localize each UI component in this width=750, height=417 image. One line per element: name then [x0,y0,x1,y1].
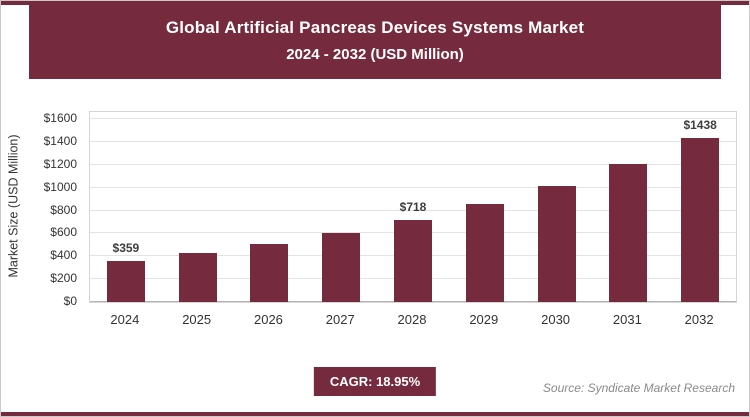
bar-value-label: $718 [399,199,427,214]
bar-2032 [681,137,720,302]
bar-column: $359 [90,112,162,302]
chart-header: Global Artificial Pancreas Devices Syste… [29,5,721,79]
bar-column: $718 [377,112,449,302]
bar-2026 [250,243,289,302]
bar-2028 [394,219,433,302]
x-tick-label: 2027 [325,312,355,327]
x-axis-labels: 2024 2025 2026 2027 2028 2029 2030 2031 2032 [89,304,735,327]
x-tick-label: 2028 [397,312,427,327]
gridline [90,209,736,211]
bottom-accent-strip [1,412,749,416]
y-tick-label: $800 [50,202,77,217]
y-tick-label: $1400 [43,133,77,148]
y-tick-label: $1600 [43,111,77,125]
bar-2024 [106,260,145,302]
top-accent-strip [1,1,749,5]
x-tick-label: 2032 [684,312,714,327]
x-tick-label: 2031 [612,312,642,327]
bar-2029 [465,204,504,302]
bar-column [305,112,377,302]
bar-2030 [537,185,576,302]
bar-value-label: $1438 [683,117,717,132]
gridline [90,140,736,142]
bar-value-label: $359 [112,240,140,255]
y-tick-label: $400 [50,248,77,263]
gridline [90,118,736,119]
x-tick-label: 2025 [182,312,212,327]
bar-column [162,112,234,302]
x-tick-label: 2026 [253,312,283,327]
y-tick-label: $1200 [43,156,77,171]
bar-2027 [322,232,361,302]
bar-column: $1438 [664,112,736,302]
y-tick-label: $200 [50,271,77,286]
gridline [90,163,736,165]
chart-title: Global Artificial Pancreas Devices Syste… [165,18,585,37]
cagr-badge: CAGR: 18.95% [313,367,437,396]
bar-column [449,112,521,302]
source-note: Source: Syndicate Market Research [542,381,735,395]
y-tick-label: $1000 [43,179,77,194]
y-tick-label: $600 [50,225,77,240]
bar-column [234,112,306,302]
y-axis-title: Market Size (USD Million) [7,134,21,278]
chart-subtitle: 2024 - 2032 (USD Million) [286,46,464,63]
y-tick-label: $0 [63,294,77,308]
gridline [90,186,736,188]
bar-2025 [178,253,217,302]
x-tick-label: 2029 [469,312,499,327]
bar-column [521,112,593,302]
x-tick-label: 2024 [110,312,140,327]
bar-2031 [609,163,648,302]
plot-area: $359 $718 $1438 [89,111,737,303]
y-axis-ticks: $0 $200 $400 $600 $800 $1000 $1200 $1400 $1600 [25,111,83,308]
x-tick-label: 2030 [541,312,571,327]
bar-column [592,112,664,302]
